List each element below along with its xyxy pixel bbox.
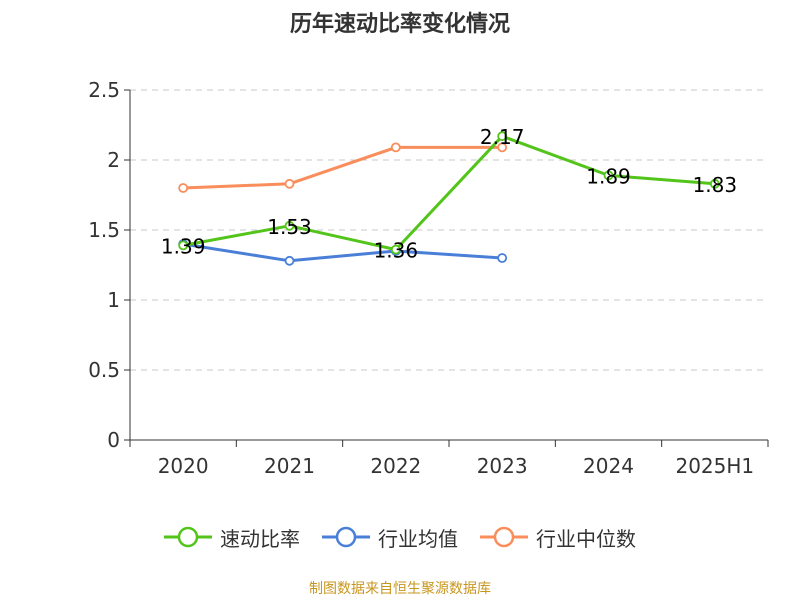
x-tick-label: 2021: [264, 454, 315, 478]
data-point: [178, 183, 189, 193]
data-label: 1.89: [586, 164, 631, 188]
chart-title: 历年速动比率变化情况: [289, 12, 510, 37]
data-label: 1.36: [374, 239, 419, 263]
series-line: [182, 134, 715, 252]
x-tick-label: 2023: [477, 454, 528, 478]
legend-label: 行业均值: [378, 526, 458, 551]
legend-item-industry-mean[interactable]: 行业均值: [322, 523, 458, 552]
x-tick-label: 2024: [583, 454, 634, 478]
y-tick-label: 0: [107, 428, 120, 452]
y-tick-label: 1: [107, 288, 120, 312]
data-point: [390, 142, 401, 153]
x-tick-label: 2025H1: [675, 454, 754, 478]
y-tick-label: 2.5: [88, 78, 120, 102]
data-point: [284, 255, 295, 266]
data-point: [497, 253, 508, 263]
data-point: [284, 220, 295, 231]
data-label: 1.39: [161, 234, 206, 258]
series-line: [183, 145, 503, 190]
x-tick-label: 2022: [370, 454, 421, 478]
legend-line-icon: [322, 526, 370, 548]
data-point: [284, 178, 295, 189]
data-label: 1.53: [267, 215, 312, 239]
legend-item-quick-ratio[interactable]: 速动比率: [164, 523, 300, 552]
data-point: [497, 131, 508, 142]
legend-label: 行业中位数: [536, 526, 636, 551]
data-source: 制图数据来自恒生聚源数据库: [309, 581, 491, 597]
y-tick-label: 0.5: [88, 358, 120, 382]
y-tick-label: 2: [107, 148, 120, 172]
data-point: [709, 178, 720, 189]
data-point: [497, 142, 508, 153]
data-point: [178, 240, 189, 251]
legend-line-icon: [480, 526, 528, 548]
legend-line-icon: [164, 526, 212, 548]
data-label: 1.83: [693, 173, 738, 197]
legend-item-industry-median[interactable]: 行业中位数: [480, 523, 636, 552]
legend: 速动比率 行业均值 行业中位数: [0, 520, 800, 554]
y-tick-label: 1.5: [88, 218, 120, 242]
x-tick-label: 2020: [158, 454, 209, 478]
data-point: [390, 244, 401, 255]
series-line: [182, 242, 503, 263]
data-point: [603, 170, 614, 181]
data-label: 2.17: [480, 125, 525, 149]
legend-label: 速动比率: [220, 526, 300, 551]
